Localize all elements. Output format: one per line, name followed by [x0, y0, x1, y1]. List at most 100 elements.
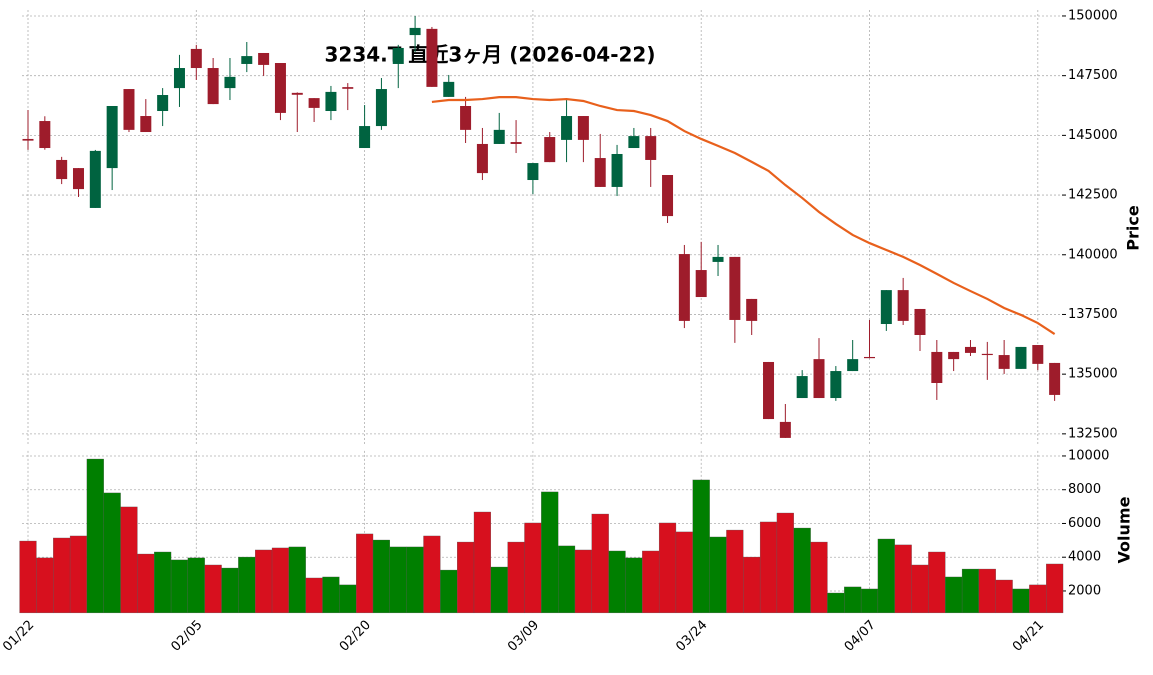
x-tick-label: 03/24: [673, 618, 710, 655]
volume-bar: [608, 550, 626, 614]
candle-body: [830, 371, 842, 399]
candle-body: [729, 256, 741, 320]
volume-bar: [844, 586, 862, 614]
candle-body: [914, 308, 926, 335]
candle-body: [981, 353, 993, 356]
candle-body: [409, 27, 421, 36]
volume-bar: [170, 559, 189, 614]
y-tick-label: 6000: [1068, 516, 1101, 531]
volume-bar: [928, 551, 946, 614]
volume-bar: [961, 568, 980, 614]
candle-body: [964, 346, 976, 353]
candle-body: [190, 48, 202, 69]
y-tick-label: 132500: [1068, 426, 1118, 441]
candle-body: [712, 256, 724, 262]
volume-bar: [709, 536, 727, 614]
candle-body: [493, 129, 505, 144]
candle-body: [224, 76, 236, 89]
candle-body: [1032, 345, 1044, 364]
volume-bar: [877, 538, 895, 614]
candle-body: [207, 68, 219, 105]
candle-body: [274, 63, 286, 113]
candle-body: [325, 91, 337, 112]
volume-bar: [255, 549, 273, 614]
candle-body: [897, 290, 909, 321]
candle-body: [662, 175, 674, 217]
candle-body: [864, 356, 875, 359]
candle-body: [678, 254, 690, 321]
volume-bar: [137, 553, 155, 614]
candle-body: [510, 142, 522, 144]
candle-body: [39, 121, 51, 149]
volume-bar: [1029, 584, 1047, 614]
candle-body: [544, 137, 556, 163]
volume-bar: [372, 539, 390, 614]
candle-body: [948, 351, 960, 360]
volume-bar: [440, 569, 458, 614]
candle-body: [476, 143, 488, 174]
x-tick-label: 01/22: [0, 618, 37, 655]
volume-bar: [726, 529, 744, 614]
candle-body: [1049, 362, 1061, 395]
candle-body: [779, 421, 791, 438]
candle-body: [645, 136, 657, 160]
chart-title: 3234.T 直近3ヶ月 (2026-04-22): [325, 43, 656, 67]
volume-bar: [154, 551, 172, 614]
volume-bar: [36, 557, 54, 614]
candle-body: [443, 81, 455, 97]
volume-bar: [743, 556, 761, 614]
volume-bar: [221, 567, 239, 614]
volume-bar: [1046, 563, 1064, 614]
candle-body: [880, 290, 892, 325]
volume-bar: [389, 546, 407, 614]
candle-body: [308, 98, 320, 108]
candle-body: [763, 361, 775, 420]
y-tick-label: 4000: [1068, 550, 1101, 565]
candle-body: [695, 270, 707, 298]
volume-bar: [204, 564, 222, 614]
volume-bar: [288, 546, 306, 614]
candle-body: [460, 105, 472, 130]
candle-body: [813, 359, 825, 399]
volume-bar: [507, 541, 525, 614]
candle-body: [140, 116, 152, 133]
volume-bar: [978, 568, 996, 614]
volume-bar: [894, 544, 912, 614]
candle-body: [291, 92, 303, 95]
volume-bar: [945, 576, 963, 614]
volume-bar: [625, 557, 643, 614]
volume-bar: [827, 592, 845, 614]
y-tick-label: 10000: [1068, 448, 1109, 463]
y-tick-label: 8000: [1068, 482, 1101, 497]
volume-bar: [19, 540, 37, 614]
x-tick-label: 04/21: [1010, 618, 1047, 655]
volume-bar: [776, 512, 794, 614]
volume-bar: [692, 479, 710, 614]
volume-bar: [591, 513, 609, 614]
candle-body: [123, 89, 135, 130]
volume-bar: [356, 533, 374, 614]
candle-body: [931, 351, 943, 383]
candle-body: [342, 87, 354, 89]
candle-body: [359, 126, 371, 149]
volume-bar: [911, 564, 929, 614]
candle-body: [594, 158, 606, 187]
candle-body: [258, 52, 270, 65]
candle-body: [628, 136, 640, 149]
candle-body: [157, 95, 169, 112]
volume-bar: [187, 557, 205, 614]
volume-bar: [86, 458, 104, 614]
y-tick-label: 137500: [1068, 307, 1118, 322]
volume-bar: [103, 492, 121, 614]
volume-bar: [860, 588, 879, 614]
volume-bar: [574, 549, 592, 614]
candle-body: [392, 47, 404, 64]
volume-bar: [490, 566, 508, 614]
candle-body: [746, 298, 758, 321]
volume-bar: [473, 511, 491, 614]
candle-body: [106, 105, 118, 169]
volume-bar: [810, 541, 828, 614]
volume-bar: [69, 535, 88, 614]
x-tick-label: 02/20: [337, 618, 374, 655]
